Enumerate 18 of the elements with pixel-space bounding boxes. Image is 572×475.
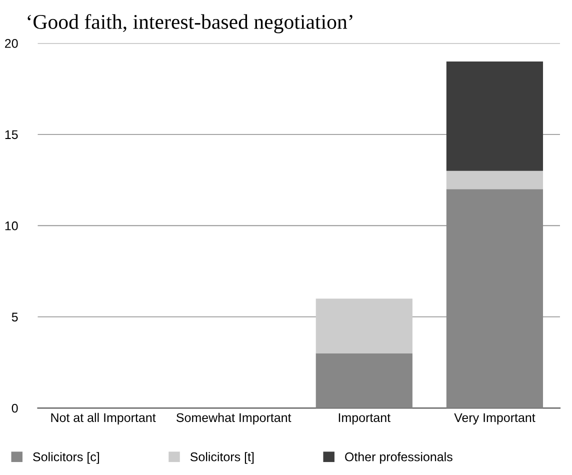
legend-label: Other professionals bbox=[345, 452, 452, 464]
bar bbox=[446, 61, 544, 171]
x-tick-label: Not at all Important bbox=[51, 412, 156, 425]
y-tick-label: 15 bbox=[5, 130, 18, 140]
y-tick-label: 20 bbox=[5, 39, 18, 48]
bar bbox=[446, 189, 544, 408]
y-tick-label: 5 bbox=[12, 312, 18, 322]
x-tick-label: Somewhat Important bbox=[176, 412, 292, 425]
legend-label: Solicitors [c] bbox=[33, 452, 99, 464]
legend-label: Solicitors [t] bbox=[190, 452, 254, 464]
bar bbox=[446, 170, 544, 190]
y-tick-label: 10 bbox=[5, 221, 18, 230]
x-tick-label: Important bbox=[338, 413, 390, 425]
y-tick-label: 0 bbox=[12, 404, 18, 413]
bar bbox=[316, 298, 412, 354]
x-tick-label: Very Important bbox=[454, 413, 536, 425]
bar bbox=[316, 353, 412, 408]
chart-title: ‘Good faith, interest-based negotiation’ bbox=[28, 14, 352, 34]
